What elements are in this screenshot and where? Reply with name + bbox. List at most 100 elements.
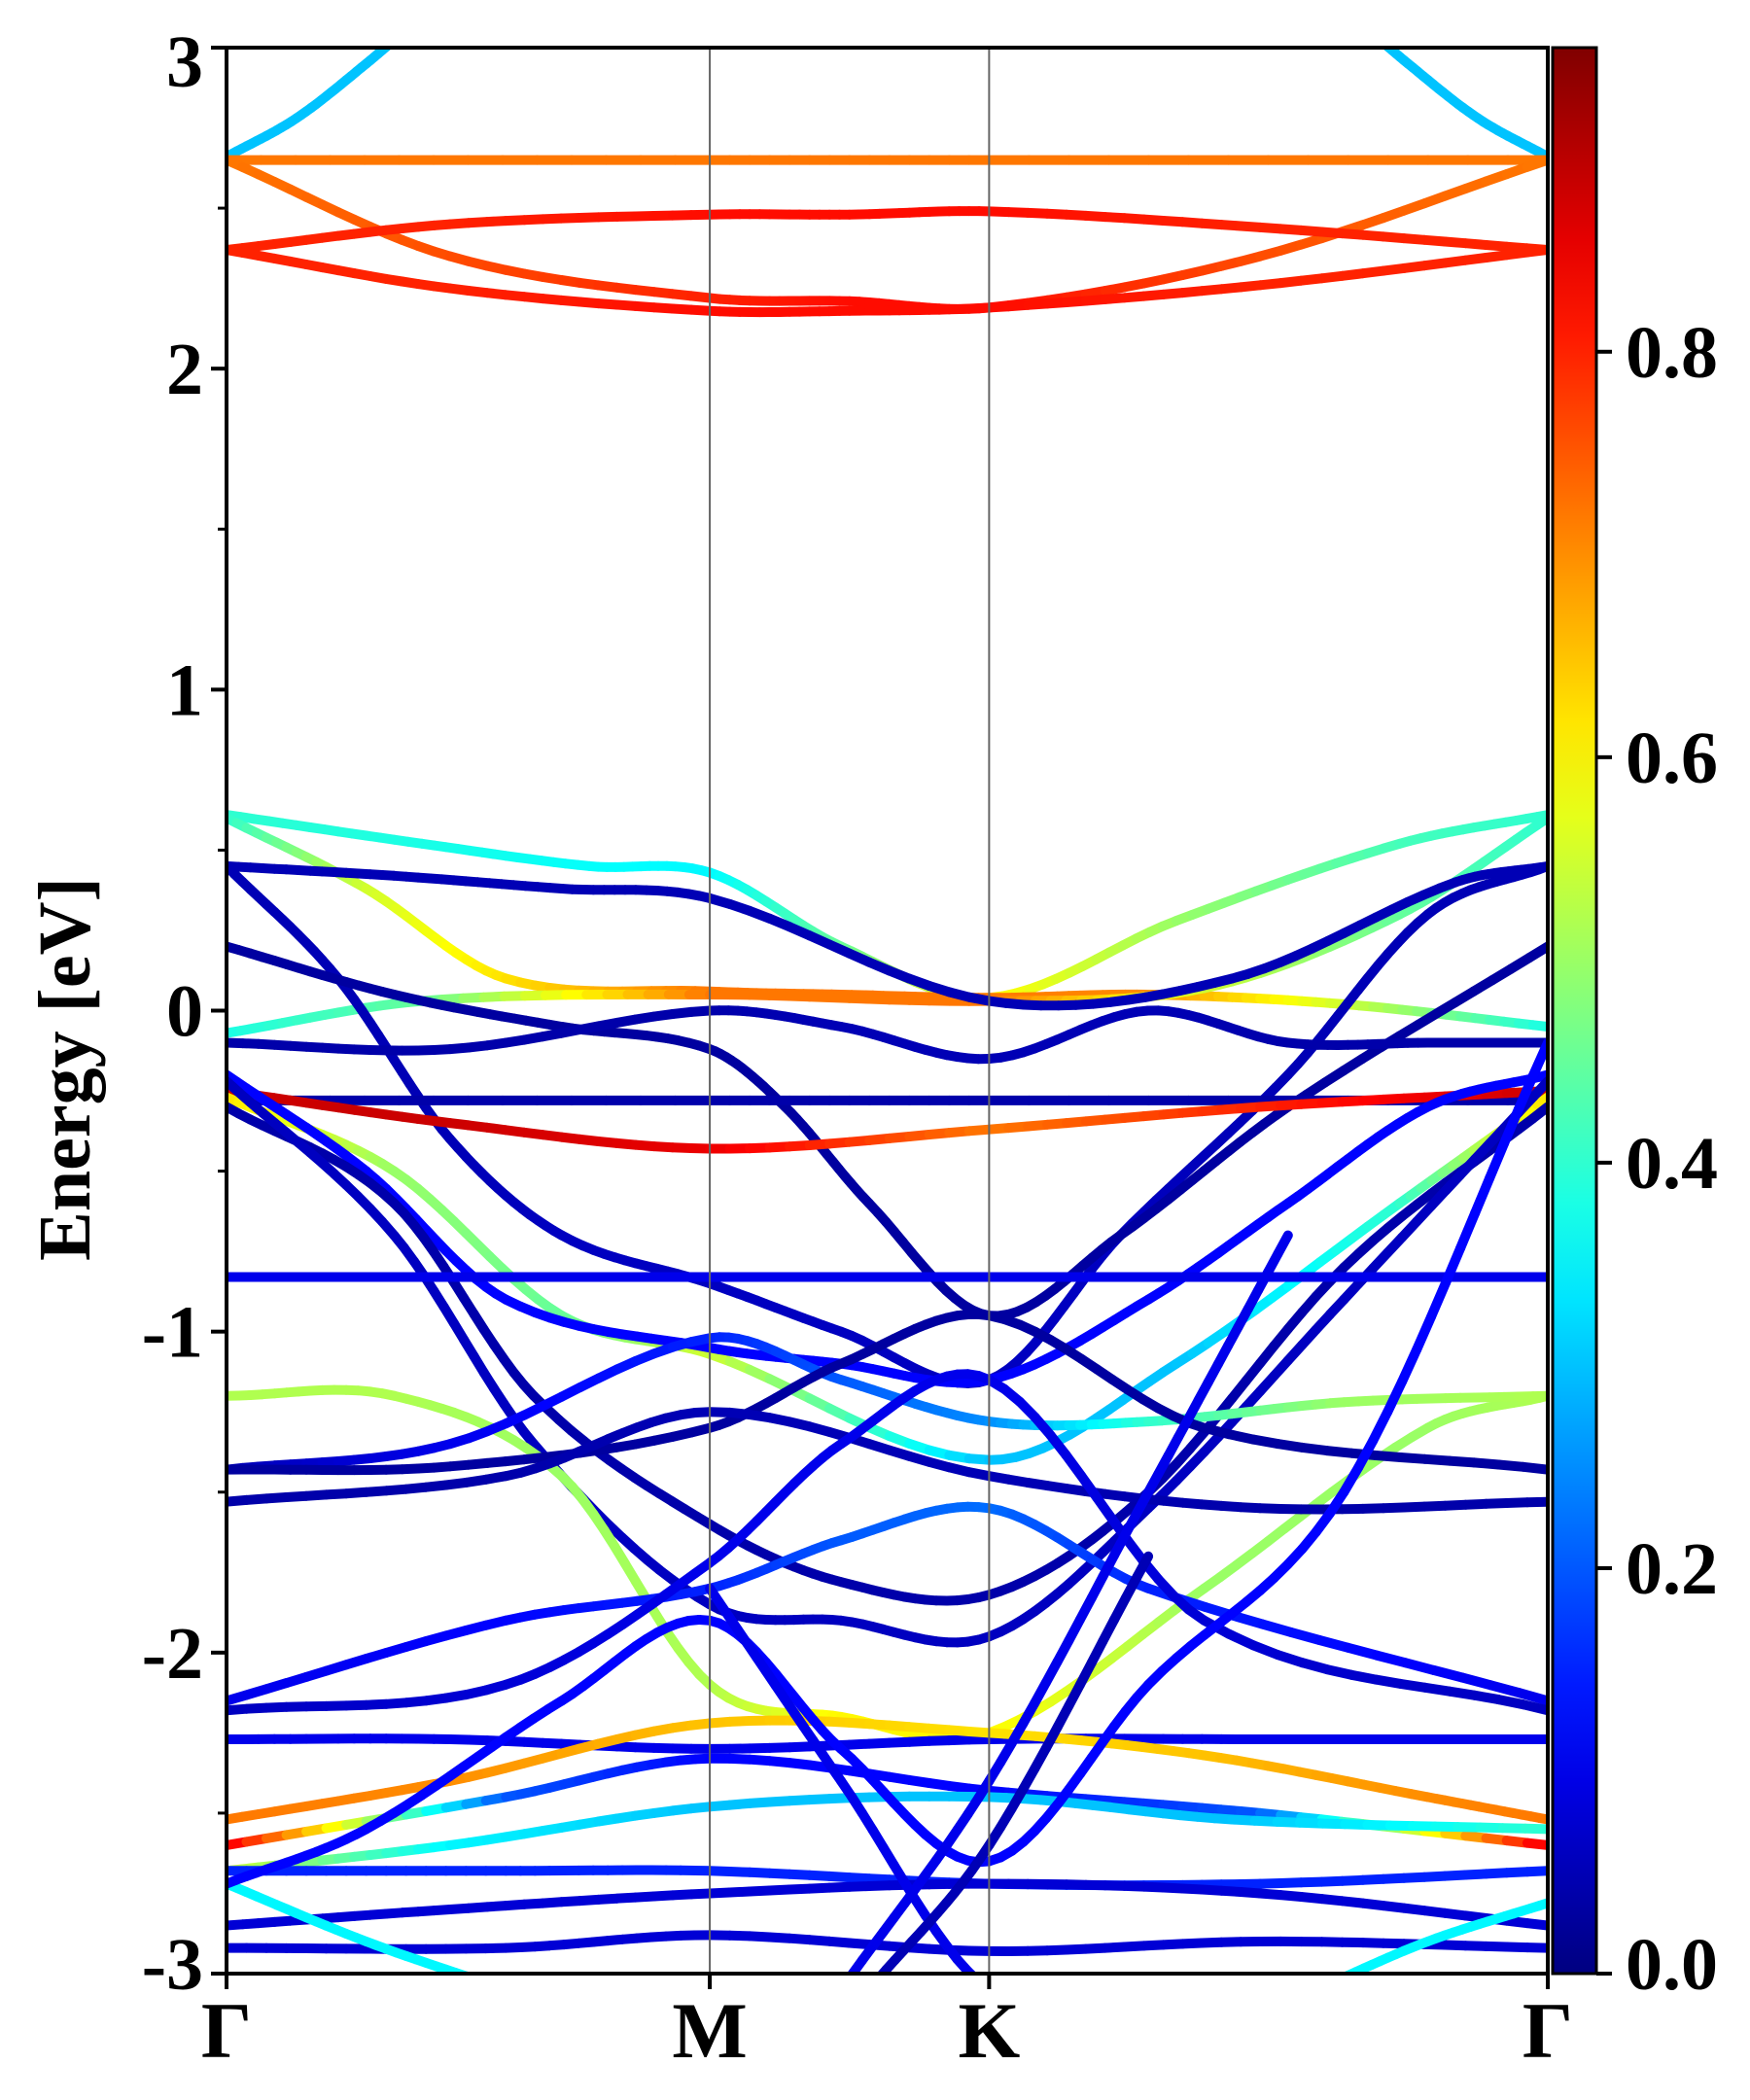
band-37-segment xyxy=(1137,1990,1148,1991)
band-28-segment xyxy=(1522,1838,1548,1850)
band-31 xyxy=(227,1878,1548,1931)
colorbar-tick-label: 0.0 xyxy=(1626,1924,1718,2006)
band-35-segment xyxy=(1397,1345,1422,1386)
band-35-segment xyxy=(1426,1278,1452,1322)
band-26 xyxy=(227,1733,1548,1754)
band-0-segment xyxy=(387,48,393,49)
band-0-segment xyxy=(406,26,410,30)
band-34-segment xyxy=(1324,1982,1332,1986)
band-34-segment xyxy=(1340,1971,1352,1974)
band-32 xyxy=(227,1930,1548,1956)
band-37-segment xyxy=(1114,1992,1126,1994)
band-35-segment xyxy=(1528,1037,1548,1081)
band-11 xyxy=(227,941,1548,1321)
band-0-segment xyxy=(399,33,402,37)
band-0-segment xyxy=(410,22,414,26)
band-3 xyxy=(227,155,1548,314)
band-38-segment xyxy=(869,1979,878,1989)
band-9 xyxy=(227,860,1548,1011)
band-34 xyxy=(1316,1898,1548,1990)
colorbar-tick-label: 0.6 xyxy=(1626,718,1718,799)
band-37-segment xyxy=(1102,1994,1114,1997)
colorbar-tick-label: 0.4 xyxy=(1626,1123,1718,1205)
y-tick-label: 0 xyxy=(166,971,203,1053)
band-35-segment xyxy=(1514,1070,1538,1114)
band-35-segment xyxy=(1382,1376,1408,1418)
x-tick-label: Γ xyxy=(1522,1986,1573,2075)
band-37-segment xyxy=(1058,2003,1069,2005)
y-tick-label: 2 xyxy=(166,329,203,410)
band-16 xyxy=(227,1069,1548,1388)
band-18-segment xyxy=(1528,1076,1548,1102)
band-0-segment xyxy=(402,29,406,33)
band-24-segment xyxy=(1457,1672,1496,1691)
band-11-segment xyxy=(1523,941,1548,963)
y-axis-ticks: 3 2 1 0 -1 -2 -3 xyxy=(142,21,227,2006)
band-37-segment xyxy=(1126,1990,1138,1992)
band-24-segment xyxy=(1371,1650,1411,1668)
band-23-segment xyxy=(1522,1496,1548,1508)
band-38 xyxy=(869,1551,1154,1989)
x-tick-label: Γ xyxy=(201,1986,252,2075)
y-tick-label: 3 xyxy=(166,21,203,103)
band-30-segment xyxy=(1522,1866,1548,1877)
band-37-segment xyxy=(1024,2004,1035,2006)
band-35-segment xyxy=(1353,1435,1379,1473)
band-35-segment xyxy=(1485,1138,1510,1183)
band-7-segment xyxy=(1528,1020,1548,1032)
y-axis-label: Energy [eV] xyxy=(24,877,106,1261)
plot-frame xyxy=(225,46,1550,1976)
band-23 xyxy=(227,1407,1548,1515)
band-24-segment xyxy=(1343,1642,1382,1661)
band-1-segment xyxy=(1352,16,1356,19)
band-35-segment xyxy=(1412,1312,1437,1355)
band-35-segment xyxy=(1368,1407,1393,1446)
band-32-segment xyxy=(1522,1942,1548,1953)
band-37-segment xyxy=(1068,2001,1080,2003)
band-33-segment xyxy=(476,1979,486,1982)
y-tick-label: -2 xyxy=(142,1613,203,1695)
band-34-segment xyxy=(1316,1986,1324,1990)
band-12 xyxy=(227,1005,1548,1065)
y-tick-label: -1 xyxy=(142,1292,203,1374)
band-24-segment xyxy=(1257,1619,1296,1637)
band-27 xyxy=(227,1715,1548,1825)
band-1-segment xyxy=(1382,48,1387,49)
band-1-segment xyxy=(1360,22,1364,26)
colorbar-tick-label: 0.2 xyxy=(1626,1528,1718,1610)
band-37-segment xyxy=(1092,1996,1103,1999)
band-38-segment xyxy=(1132,1551,1154,1583)
band-24-segment xyxy=(1428,1664,1467,1683)
band-18 xyxy=(227,1076,1548,1648)
x-tick-label: K xyxy=(958,1986,1020,2075)
y-tick-label: 1 xyxy=(166,649,203,731)
band-1-segment xyxy=(1356,19,1360,23)
band-37-segment xyxy=(1046,2005,1058,2006)
band-1-segment xyxy=(1377,37,1381,41)
band-0-segment xyxy=(414,19,418,23)
band-36-segment xyxy=(846,1970,857,1974)
colorbar-ticks: 0.0 0.2 0.4 0.6 0.8 xyxy=(1596,312,1718,2006)
band-35-segment xyxy=(1499,1103,1523,1149)
band-36-segment xyxy=(1273,1230,1293,1259)
band-0-segment xyxy=(418,16,422,19)
band-0 xyxy=(227,16,422,162)
high-symmetry-lines xyxy=(709,48,991,1974)
band-lines xyxy=(227,16,1548,2006)
band-10 xyxy=(227,860,1548,1388)
band-24-segment xyxy=(1314,1635,1353,1653)
band-33-segment xyxy=(462,1971,474,1974)
band-29 xyxy=(227,1791,1548,1876)
band-33-segment xyxy=(496,1986,506,1990)
band-4 xyxy=(227,206,1548,255)
band-24-segment xyxy=(1486,1680,1524,1698)
band-5-segment xyxy=(1522,245,1548,258)
band-5 xyxy=(227,245,1548,318)
band-0-segment xyxy=(394,37,398,41)
band-17-segment xyxy=(1528,1102,1548,1124)
band-34-segment xyxy=(1332,1979,1340,1983)
band-35-segment xyxy=(1441,1242,1466,1288)
band-31-segment xyxy=(1522,1918,1548,1931)
